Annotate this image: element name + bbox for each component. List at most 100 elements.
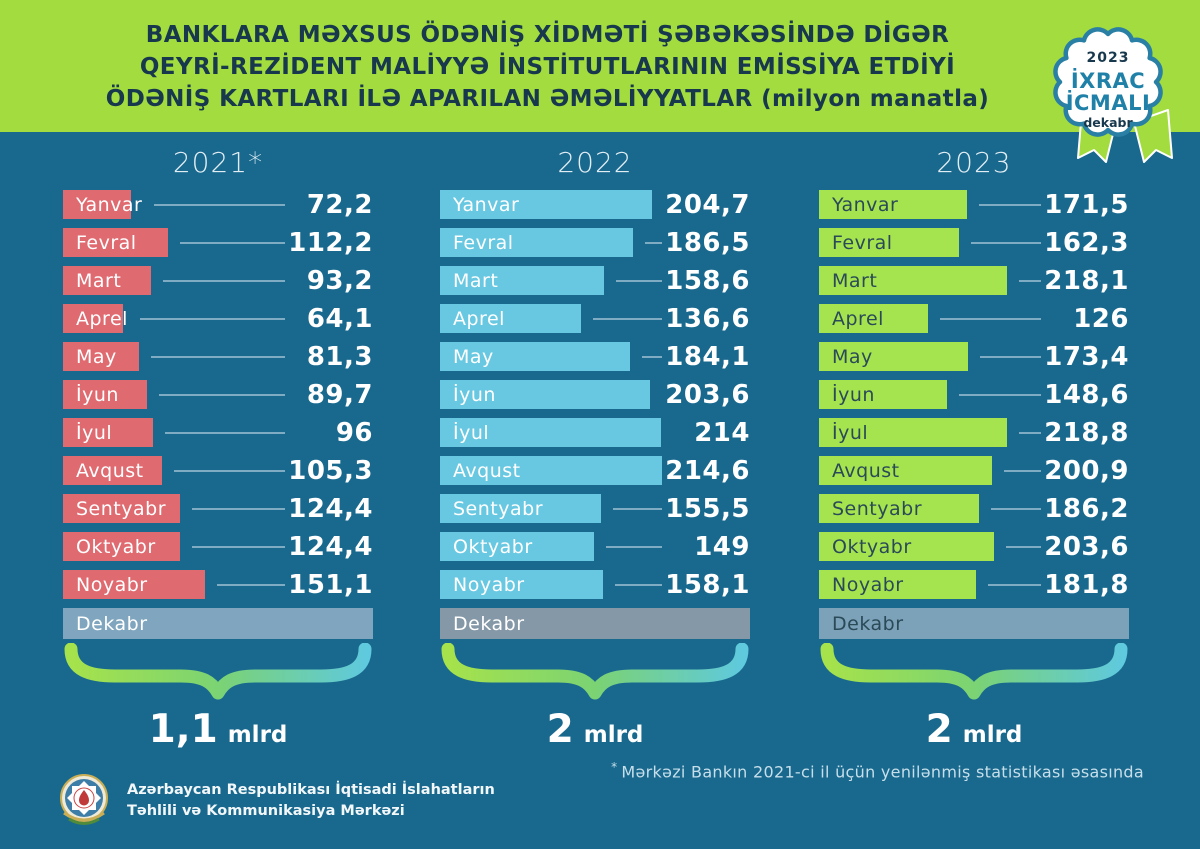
bar-row-noyabr: Noyabr 158,1 (440, 570, 750, 600)
month-label: Oktyabr (76, 535, 156, 558)
bar-row-fevral: Fevral 162,3 (819, 228, 1129, 258)
total-number: 2 (546, 707, 574, 752)
month-bar: Sentyabr (63, 494, 180, 523)
month-label: Avqust (76, 459, 144, 482)
value-label: 171,5 (1044, 189, 1129, 220)
connector-line (159, 393, 285, 396)
year-total: 2 mlrd (819, 707, 1129, 752)
bar-row-i̇yul: İyul 96 (63, 418, 373, 448)
month-label: Mart (76, 269, 122, 292)
month-label: Fevral (453, 231, 514, 254)
value-label: 124,4 (288, 531, 373, 562)
month-bar: Mart (63, 266, 151, 295)
month-bar: Sentyabr (440, 494, 601, 523)
dekabr-bar: Dekabr (819, 608, 1129, 639)
total-unit: mlrd (583, 722, 644, 748)
month-bar: Yanvar (63, 190, 142, 219)
month-bar: May (63, 342, 140, 371)
bar-row-may: May 81,3 (63, 341, 373, 372)
page-title-line-1: BANKLARA MƏXSUS ÖDƏNİŞ XİDMƏTİ ŞƏBƏKƏSİN… (145, 22, 950, 48)
month-bar: Noyabr (63, 570, 205, 599)
dekabr-bar: Dekabr (63, 608, 373, 639)
bar-row-i̇yun: İyun 148,6 (819, 380, 1129, 410)
month-label: Fevral (76, 231, 137, 254)
connector-line (979, 203, 1041, 206)
month-bar: Mart (819, 266, 1007, 295)
year-column-2023: 2023 Yanvar 171,5 Fevral 162,3 Mart 218,1 Aprel… (819, 146, 1129, 752)
brace-bracket (64, 643, 372, 700)
bar-row-noyabr: Noyabr 151,1 (63, 569, 373, 600)
month-label: İyun (76, 383, 119, 406)
connector-line (1019, 431, 1041, 434)
month-label: May (832, 345, 873, 368)
month-bar: Oktyabr (63, 532, 180, 561)
bar-rows: Yanvar 72,2 Fevral 112,2 Mart 93,2 Aprel 64,1 Ma… (63, 190, 373, 639)
month-bar: İyun (440, 380, 651, 409)
year-label: 2023 (936, 146, 1012, 179)
month-bar: Avqust (819, 456, 992, 485)
value-label: 81,3 (306, 341, 373, 372)
bar-row-noyabr: Noyabr 181,8 (819, 570, 1129, 600)
bar-row-avqust: Avqust 105,3 (63, 456, 373, 486)
year-label: 2021* (172, 146, 264, 179)
org-name-line-1: Azərbaycan Respublikası İqtisadi İslahat… (127, 781, 495, 798)
connector-line (1004, 469, 1041, 472)
month-label: Aprel (453, 307, 505, 330)
month-label: Oktyabr (832, 535, 912, 558)
value-label: 186,5 (665, 227, 750, 258)
month-bar: Avqust (440, 456, 662, 485)
bar-row-aprel: Aprel 136,6 (440, 304, 750, 334)
month-bar: Aprel (819, 304, 928, 333)
bar-row-dekabr: Dekabr (819, 608, 1129, 639)
value-label: 151,1 (288, 569, 373, 600)
bar-row-i̇yun: İyun 203,6 (440, 380, 750, 410)
bar-row-mart: Mart 93,2 (63, 265, 373, 296)
month-label: Aprel (76, 307, 128, 330)
month-bar: Fevral (63, 228, 169, 257)
bar-row-sentyabr: Sentyabr 186,2 (819, 494, 1129, 524)
month-label: May (76, 345, 117, 368)
value-label: 203,6 (1044, 531, 1129, 562)
bar-row-aprel: Aprel 64,1 (63, 304, 373, 334)
value-label: 184,1 (665, 341, 750, 372)
bar-row-mart: Mart 158,6 (440, 265, 750, 296)
bar-row-i̇yul: İyul 214 (440, 418, 750, 448)
value-label: 158,6 (665, 265, 750, 296)
month-label: Fevral (832, 231, 893, 254)
year-column-2022: 2022 Yanvar 204,7 Fevral 186,5 Mart 158,6 Aprel… (440, 146, 750, 752)
value-label: 126 (1073, 303, 1129, 334)
month-label: İyul (832, 421, 869, 444)
footnote-text: Mərkəzi Bankın 2021-ci il üçün yenilənmi… (621, 762, 1144, 782)
connector-line (940, 317, 1041, 320)
year-total: 2 mlrd (440, 707, 750, 752)
month-bar: İyul (819, 418, 1008, 447)
month-label: Yanvar (832, 193, 899, 216)
year-total: 1,1 mlrd (63, 707, 373, 752)
bar-row-may: May 173,4 (819, 341, 1129, 372)
month-label: May (453, 345, 494, 368)
azerbaijan-emblem-icon (60, 774, 108, 825)
month-label: Dekabr (76, 612, 148, 635)
month-bar: İyul (63, 418, 154, 447)
value-label: 173,4 (1044, 341, 1129, 372)
bar-rows: Yanvar 204,7 Fevral 186,5 Mart 158,6 Aprel 136,… (440, 190, 750, 639)
header-banner: BANKLARA MƏXSUS ÖDƏNİŞ XİDMƏTİ ŞƏBƏKƏSİN… (0, 0, 1200, 132)
bar-rows: Yanvar 171,5 Fevral 162,3 Mart 218,1 Aprel 126 M… (819, 190, 1129, 639)
chart-columns-area: 2021* Yanvar 72,2 Fevral 112,2 Mart 93,2 Aprel 6… (0, 146, 1200, 766)
value-label: 155,5 (665, 493, 750, 524)
bar-row-dekabr: Dekabr (63, 608, 373, 639)
value-label: 93,2 (306, 265, 373, 296)
value-label: 214,6 (665, 455, 750, 486)
connector-line (959, 393, 1041, 396)
bar-row-yanvar: Yanvar 72,2 (63, 190, 373, 220)
month-bar: Oktyabr (440, 532, 594, 561)
month-label: Dekabr (453, 612, 525, 635)
bar-row-fevral: Fevral 112,2 (63, 228, 373, 258)
month-bar: İyun (819, 380, 947, 409)
bar-row-mart: Mart 218,1 (819, 266, 1129, 296)
footnote: * Mərkəzi Bankın 2021-ci il üçün yenilənm… (611, 760, 1144, 781)
connector-line (192, 545, 285, 548)
connector-line (217, 583, 285, 586)
connector-line (1006, 545, 1041, 548)
bar-row-yanvar: Yanvar 204,7 (440, 190, 750, 220)
